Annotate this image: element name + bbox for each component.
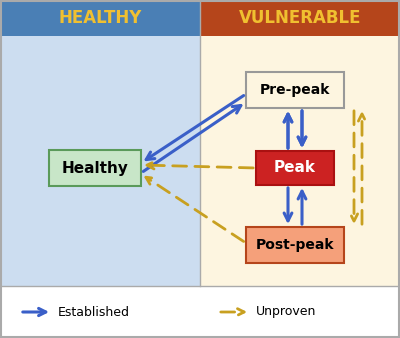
Text: Post-peak: Post-peak xyxy=(256,238,334,252)
Bar xyxy=(256,151,334,185)
Bar xyxy=(246,227,344,263)
Bar xyxy=(200,0,400,36)
Bar xyxy=(246,72,344,108)
Bar xyxy=(0,36,200,286)
Bar xyxy=(49,150,141,186)
Text: Healthy: Healthy xyxy=(62,161,128,175)
Text: VULNERABLE: VULNERABLE xyxy=(239,9,361,27)
Bar xyxy=(200,36,400,286)
Text: Pre-peak: Pre-peak xyxy=(260,83,330,97)
Text: Established: Established xyxy=(58,306,130,318)
Text: Peak: Peak xyxy=(274,161,316,175)
Text: HEALTHY: HEALTHY xyxy=(58,9,142,27)
Bar xyxy=(0,286,400,338)
Bar xyxy=(0,0,200,36)
Text: Unproven: Unproven xyxy=(256,306,316,318)
